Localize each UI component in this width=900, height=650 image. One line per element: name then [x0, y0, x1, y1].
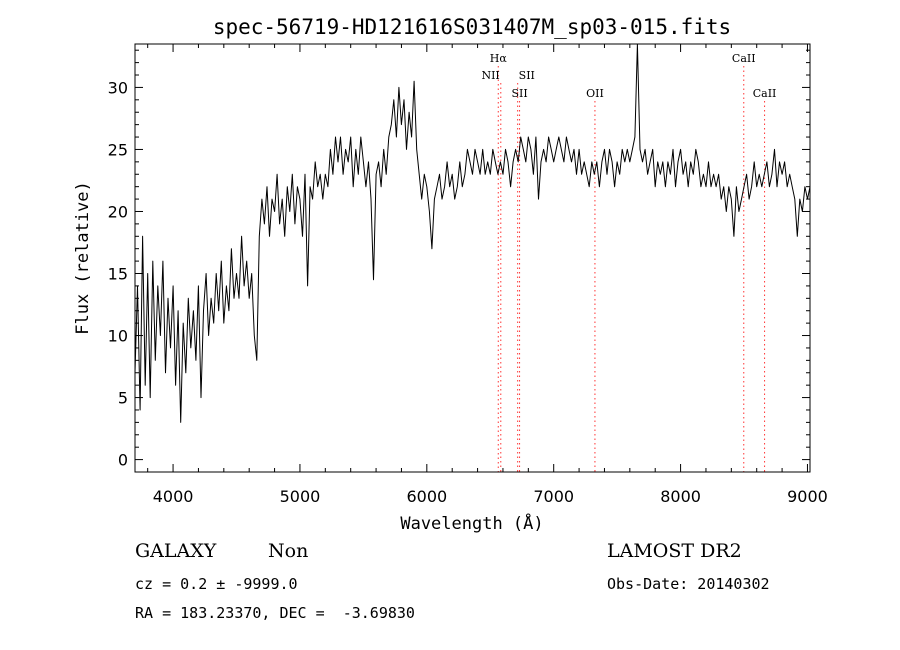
y-axis-label: Flux (relative) — [73, 181, 93, 335]
x-tick-label: 9000 — [787, 487, 828, 506]
spectrum-series-line — [135, 44, 810, 423]
x-tick-label: 4000 — [153, 487, 194, 506]
line-label-5: CaII — [732, 52, 756, 65]
plot-area — [135, 44, 810, 472]
survey-name: LAMOST DR2 — [607, 540, 742, 562]
line-label-3: SII — [511, 87, 527, 100]
y-tick-label: 15 — [108, 265, 128, 284]
chart-title: spec-56719-HD121616S031407M_sp03-015.fit… — [213, 15, 731, 39]
y-tick-label: 5 — [118, 389, 128, 408]
y-tick-label: 25 — [108, 140, 128, 159]
coordinates-readout: RA = 183.23370, DEC = -3.69830 — [135, 604, 415, 622]
y-tick-label: 0 — [118, 451, 128, 470]
y-tick-label: 20 — [108, 202, 128, 221]
y-axis-ticks: 0 5 10 15 20 25 30 — [108, 49, 810, 470]
x-axis-ticks: 4000 5000 6000 7000 8000 9000 — [147, 44, 828, 506]
line-label-4: OII — [586, 87, 604, 100]
plot-frame — [134, 43, 811, 473]
line-label-2: SII — [519, 69, 535, 82]
observation-date: Obs-Date: 20140302 — [607, 575, 770, 593]
line-label-6: CaII — [753, 87, 777, 100]
x-tick-label: 7000 — [533, 487, 574, 506]
object-subclass: Non — [268, 540, 309, 562]
line-label-0: Hα — [490, 52, 508, 65]
redshift-readout: cz = 0.2 ± -9999.0 — [135, 575, 298, 593]
x-tick-label: 6000 — [406, 487, 447, 506]
x-tick-label: 8000 — [660, 487, 701, 506]
y-tick-label: 30 — [108, 78, 128, 97]
x-axis-label: Wavelength (Å) — [400, 512, 543, 534]
y-tick-label: 10 — [108, 327, 128, 346]
line-label-1: NII — [481, 69, 499, 82]
object-class: GALAXY — [135, 540, 217, 562]
x-tick-label: 5000 — [280, 487, 321, 506]
